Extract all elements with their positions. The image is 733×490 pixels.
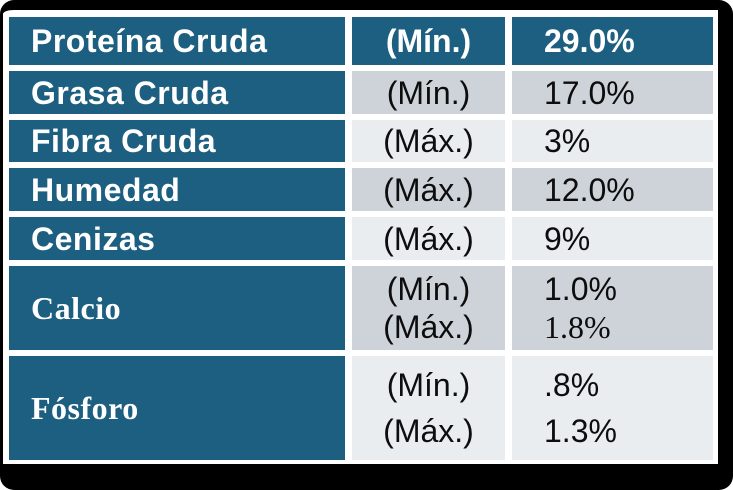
- header-qualifier: (Mín.): [352, 17, 505, 65]
- row-value-group: 1.0% 1.8%: [512, 266, 713, 350]
- row-value: 1.8%: [544, 309, 611, 346]
- row-qualifier: (Mín.): [386, 270, 471, 307]
- row-label-fosforo: Fósforo: [9, 356, 345, 460]
- row-value: 1.0%: [544, 270, 617, 307]
- row-value: .8%: [544, 367, 600, 404]
- row-qualifier: (Máx.): [352, 217, 505, 260]
- guaranteed-analysis-table: Proteína Cruda (Mín.) 29.0% Grasa Cruda …: [9, 17, 713, 460]
- row-label-grasa-cruda: Grasa Cruda: [9, 71, 345, 114]
- row-qualifier: (Mín.): [386, 367, 471, 404]
- row-value: 1.3%: [544, 412, 617, 449]
- row-label-fibra-cruda: Fibra Cruda: [9, 120, 345, 162]
- row-qualifier: (Máx.): [383, 309, 474, 346]
- row-value: 3%: [512, 120, 713, 162]
- header-nutrient-label: Proteína Cruda: [9, 17, 345, 65]
- row-value: 12.0%: [512, 168, 713, 211]
- row-qualifier: (Máx.): [383, 412, 474, 449]
- row-label-calcio: Calcio: [9, 266, 345, 350]
- row-qualifier: (Máx.): [352, 120, 505, 162]
- row-qualifier-group: (Mín.) (Máx.): [352, 356, 505, 460]
- row-qualifier: (Mín.): [352, 71, 505, 114]
- row-label-cenizas: Cenizas: [9, 217, 345, 260]
- row-qualifier-group: (Mín.) (Máx.): [352, 266, 505, 350]
- row-label-humedad: Humedad: [9, 168, 345, 211]
- row-value: 9%: [512, 217, 713, 260]
- row-value: 17.0%: [512, 71, 713, 114]
- row-value-group: .8% 1.3%: [512, 356, 713, 460]
- header-value: 29.0%: [512, 17, 713, 65]
- row-qualifier: (Máx.): [352, 168, 505, 211]
